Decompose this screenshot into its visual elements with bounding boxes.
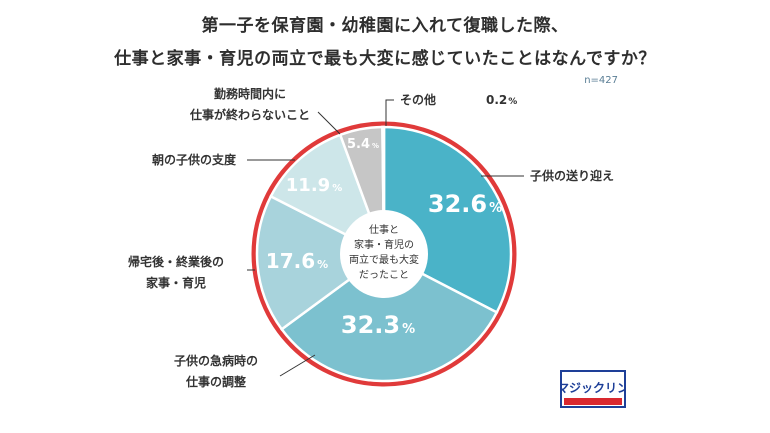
center-label-line: だったこと xyxy=(359,269,409,281)
sample-size-label: n=427 xyxy=(584,75,618,86)
pie-slice-1 xyxy=(279,252,499,383)
category-label-0: 子供の送り迎え xyxy=(530,168,614,183)
value-label-0: 32.6% xyxy=(428,190,502,218)
leader-line-4 xyxy=(317,111,341,135)
category-label-4: 仕事が終わらないこと xyxy=(189,107,310,122)
value-unit: % xyxy=(402,322,415,337)
donut-outer-ring xyxy=(251,121,517,387)
category-label-2: 家事・育児 xyxy=(146,275,206,290)
category-label-5: その他 xyxy=(400,92,436,107)
value-unit: % xyxy=(489,201,502,216)
value-unit: % xyxy=(317,258,328,271)
category-label-1: 仕事の調整 xyxy=(185,374,246,389)
value-label-5: 0.2% xyxy=(486,93,517,107)
center-label-line: 両立で最も大変 xyxy=(349,253,419,266)
chart-title-line2: 仕事と家事・育児の両立で最も大変に感じていたことはなんですか？ xyxy=(114,49,656,69)
leader-line-1 xyxy=(279,354,316,377)
category-label-1: 子供の急病時の xyxy=(174,353,258,368)
donut-center xyxy=(340,210,428,298)
magiclean-logo: マジックリン xyxy=(560,370,626,408)
pie-slice-2 xyxy=(255,194,387,332)
leader-line-5 xyxy=(385,99,394,126)
svg-text:マジックリン: マジックリン xyxy=(560,381,626,395)
value-label-3: 11.9% xyxy=(286,175,342,196)
value-unit: % xyxy=(508,97,517,107)
category-label-2: 帰宅後・終業後の xyxy=(128,254,224,269)
center-label-line: 仕事と xyxy=(369,223,399,236)
chart-title-line1: 第一子を保育園・幼稚園に入れて復職した際、 xyxy=(201,16,569,36)
category-label-4: 勤務時間内に xyxy=(214,86,286,101)
value-unit: % xyxy=(332,183,342,194)
value-unit: % xyxy=(372,142,379,150)
category-label-3: 朝の子供の支度 xyxy=(152,152,237,167)
center-label-line: 家事・育児の xyxy=(354,238,414,251)
